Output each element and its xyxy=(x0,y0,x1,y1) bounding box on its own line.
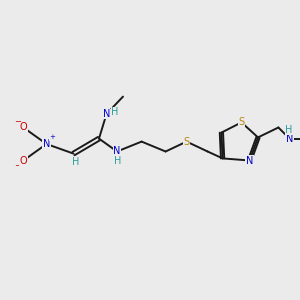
Text: −: − xyxy=(14,161,22,170)
Text: H: H xyxy=(285,124,292,135)
Text: O: O xyxy=(20,122,27,133)
Text: S: S xyxy=(238,117,244,128)
Text: N: N xyxy=(103,109,110,119)
Text: N: N xyxy=(43,139,50,149)
Text: N: N xyxy=(246,155,253,166)
Text: H: H xyxy=(111,107,118,117)
Text: S: S xyxy=(184,136,190,147)
Text: H: H xyxy=(72,157,80,167)
Text: O: O xyxy=(20,155,27,166)
Text: +: + xyxy=(49,134,55,140)
Text: −: − xyxy=(14,118,22,127)
Text: N: N xyxy=(113,146,121,157)
Text: H: H xyxy=(114,155,121,166)
Text: N: N xyxy=(286,134,293,144)
